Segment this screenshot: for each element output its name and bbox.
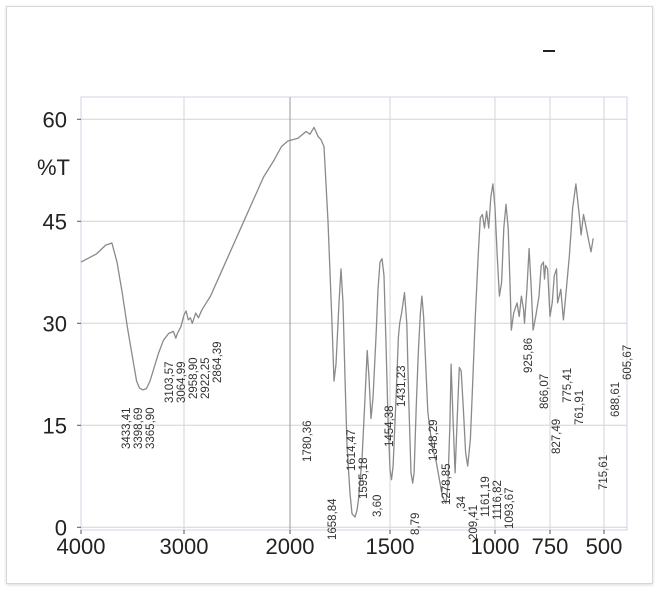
spectrum-trace <box>80 126 594 518</box>
peak-label: 3398,69 <box>133 407 145 449</box>
peak-label: 3365,90 <box>145 407 157 449</box>
peak-label: 3,60 <box>372 495 384 517</box>
peak-label: 3064,99 <box>176 361 188 403</box>
x-tick-label: 1000 <box>471 534 520 559</box>
peak-label: 2922,25 <box>200 357 212 399</box>
peak-label: 8,79 <box>410 513 422 535</box>
peak-label: 209,41 <box>468 505 480 540</box>
axis-layer: 60 45 30 15 0 %T 4000 3000 2000 1500 1000 750 500 <box>37 96 628 559</box>
peak-label: 1116,82 <box>492 480 504 520</box>
peak-label: ,34 <box>456 495 468 512</box>
peak-label: 1093,67 <box>504 487 516 529</box>
x-tick-label: 1500 <box>366 534 415 559</box>
peak-label: 761,91 <box>574 390 586 425</box>
y-tick-label: 60 <box>43 107 67 132</box>
peak-label: 3433,41 <box>121 407 133 449</box>
peak-label: 715,61 <box>598 455 610 490</box>
peak-label: 1595,18 <box>358 457 370 499</box>
peak-label: 3103,57 <box>164 361 176 403</box>
y-tick-label: 0 <box>55 515 67 540</box>
peak-label: 866,07 <box>539 374 551 409</box>
peak-label: 775,41 <box>562 368 574 403</box>
series-layer <box>80 126 594 518</box>
x-tick-label: 2000 <box>266 534 315 559</box>
peak-label: 1780,36 <box>302 420 314 462</box>
y-tick-label: 15 <box>43 413 67 438</box>
y-axis-label: %T <box>37 155 70 180</box>
peak-label: 1278,85 <box>441 463 453 505</box>
peak-label: 1614,47 <box>346 429 358 471</box>
peak-label: 2864,39 <box>212 341 224 383</box>
peak-label: 2958,90 <box>188 357 200 399</box>
x-tick-label: 3000 <box>160 534 209 559</box>
plot-border <box>80 96 628 531</box>
y-tick-label: 30 <box>43 311 67 336</box>
peak-label: 605,67 <box>622 345 634 380</box>
x-tick-label: 750 <box>532 534 569 559</box>
y-tick-label: 45 <box>43 209 67 234</box>
peak-label: 1658,84 <box>327 498 339 540</box>
peak-label-layer: 3433,41 3398,69 3365,90 3103,57 3064,99 2958,… <box>121 338 634 540</box>
figure-frame: 60 45 30 15 0 %T 4000 3000 2000 1500 1000 750 500 34… <box>6 6 653 584</box>
scan-artifact-mark <box>543 50 555 52</box>
peak-label: 925,86 <box>523 338 535 373</box>
peak-label: 1161,19 <box>480 476 492 517</box>
x-tick-label: 500 <box>586 534 623 559</box>
peak-label: 1431,23 <box>396 365 408 407</box>
peak-label: 688,61 <box>610 382 622 417</box>
x-tick-label: 4000 <box>57 534 106 559</box>
peak-label: 1348,29 <box>428 419 440 461</box>
peak-label: 827,49 <box>551 419 563 454</box>
ir-spectrum-chart: 60 45 30 15 0 %T 4000 3000 2000 1500 1000 750 500 34… <box>37 96 634 559</box>
peak-label: 1454,38 <box>384 405 396 447</box>
